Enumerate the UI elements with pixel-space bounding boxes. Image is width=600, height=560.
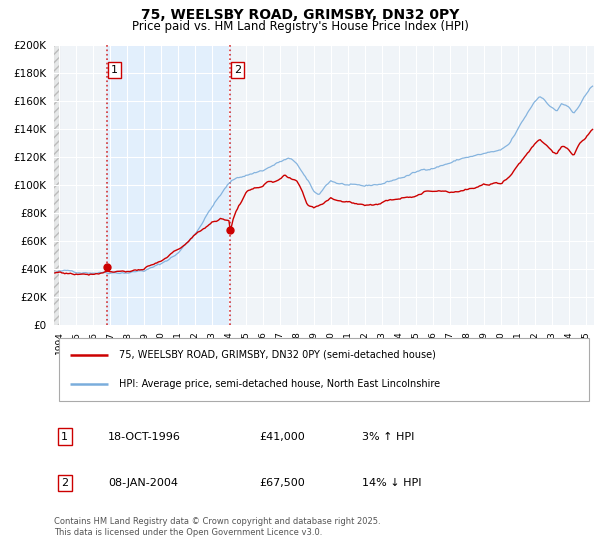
Text: £41,000: £41,000: [259, 432, 305, 442]
Text: 75, WEELSBY ROAD, GRIMSBY, DN32 0PY: 75, WEELSBY ROAD, GRIMSBY, DN32 0PY: [141, 8, 459, 22]
Text: Contains HM Land Registry data © Crown copyright and database right 2025.
This d: Contains HM Land Registry data © Crown c…: [54, 517, 380, 537]
Text: 1: 1: [111, 65, 118, 75]
Text: Price paid vs. HM Land Registry's House Price Index (HPI): Price paid vs. HM Land Registry's House …: [131, 20, 469, 32]
FancyBboxPatch shape: [59, 338, 589, 400]
Text: 1: 1: [61, 432, 68, 442]
Text: £67,500: £67,500: [259, 478, 305, 488]
Text: 14% ↓ HPI: 14% ↓ HPI: [362, 478, 421, 488]
Bar: [54, 45, 59, 325]
Text: HPI: Average price, semi-detached house, North East Lincolnshire: HPI: Average price, semi-detached house,…: [119, 379, 440, 389]
Text: 08-JAN-2004: 08-JAN-2004: [108, 478, 178, 488]
Text: 75, WEELSBY ROAD, GRIMSBY, DN32 0PY (semi-detached house): 75, WEELSBY ROAD, GRIMSBY, DN32 0PY (sem…: [119, 350, 436, 360]
Text: 2: 2: [61, 478, 68, 488]
Text: 18-OCT-1996: 18-OCT-1996: [108, 432, 181, 442]
Bar: [54, 45, 59, 325]
Text: 3% ↑ HPI: 3% ↑ HPI: [362, 432, 414, 442]
Text: 2: 2: [234, 65, 241, 75]
Bar: [107, 45, 230, 325]
